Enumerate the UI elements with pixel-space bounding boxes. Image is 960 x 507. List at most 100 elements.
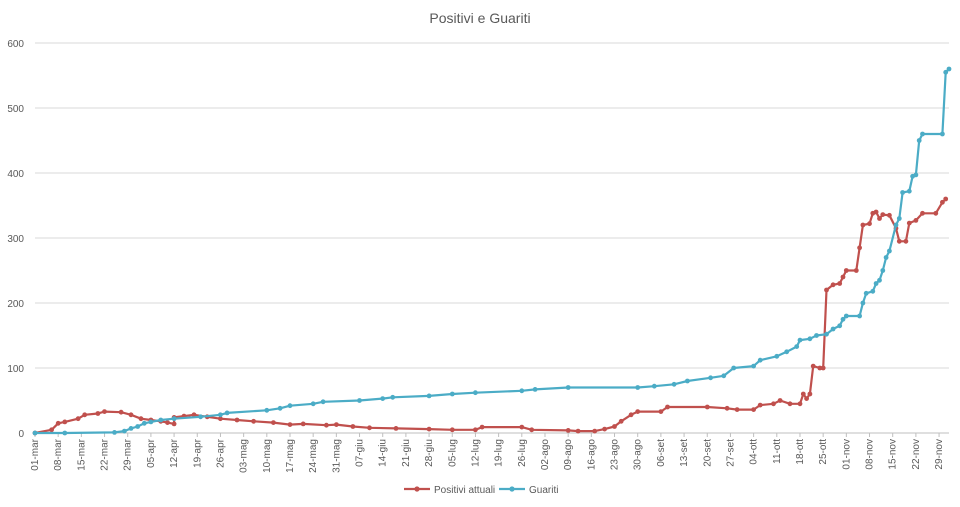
data-point xyxy=(218,412,223,418)
data-point xyxy=(658,409,664,414)
data-point xyxy=(903,238,909,244)
x-tick-label: 15-nov xyxy=(888,439,899,470)
data-point xyxy=(860,222,866,228)
x-tick-label: 16-ago xyxy=(586,439,597,471)
data-point xyxy=(721,373,727,379)
data-point xyxy=(840,274,846,280)
x-tick-label: 09-ago xyxy=(563,439,574,471)
data-point xyxy=(810,363,816,369)
data-point xyxy=(665,404,670,410)
data-point xyxy=(158,417,164,423)
x-tick-label: 12-apr xyxy=(169,438,180,468)
data-point xyxy=(575,428,581,434)
data-point xyxy=(940,131,945,137)
x-tick-label: 29-nov xyxy=(934,439,945,470)
x-tick-label: 03-mag xyxy=(239,439,250,473)
x-tick-label: 14-giu xyxy=(378,439,389,467)
data-point xyxy=(671,381,677,387)
data-point xyxy=(479,424,485,430)
data-point xyxy=(913,218,919,223)
data-point xyxy=(529,427,535,433)
data-point xyxy=(473,390,478,396)
data-point xyxy=(814,333,819,338)
data-point xyxy=(62,419,68,425)
data-point xyxy=(62,430,68,436)
x-tick-label: 22-mar xyxy=(100,438,111,470)
data-point xyxy=(75,416,81,422)
data-point xyxy=(916,138,922,143)
legend-marker xyxy=(509,486,515,492)
data-point xyxy=(602,426,607,432)
data-point xyxy=(906,188,912,194)
data-point xyxy=(251,418,256,424)
data-point xyxy=(135,424,141,429)
x-tick-label: 02-ago xyxy=(540,439,551,471)
data-point xyxy=(138,416,144,422)
data-point xyxy=(797,337,803,343)
data-point xyxy=(893,222,899,228)
data-point xyxy=(277,405,283,411)
x-tick-label: 19-apr xyxy=(192,438,203,468)
data-point xyxy=(913,172,919,178)
data-point xyxy=(635,409,641,414)
x-tick-label: 30-ago xyxy=(633,439,644,471)
data-point xyxy=(787,401,793,407)
data-point xyxy=(940,199,945,205)
data-point xyxy=(390,394,396,400)
data-point xyxy=(880,268,886,273)
data-point xyxy=(148,419,154,425)
x-tick-label: 13-set xyxy=(679,439,690,467)
x-tick-label: 01-mar xyxy=(30,438,41,470)
x-tick-label: 05-apr xyxy=(146,438,157,468)
data-point xyxy=(943,196,949,202)
data-point xyxy=(777,398,783,403)
data-point xyxy=(82,412,88,418)
data-point xyxy=(334,422,339,427)
data-point xyxy=(224,410,230,416)
data-point xyxy=(807,391,813,397)
data-point xyxy=(380,396,386,401)
x-tick-label: 05-lug xyxy=(447,439,458,467)
data-point xyxy=(141,420,147,426)
data-point xyxy=(731,365,737,371)
data-point xyxy=(863,290,869,296)
y-tick-label: 600 xyxy=(7,39,24,50)
data-point xyxy=(685,378,690,384)
data-point xyxy=(198,414,204,420)
y-tick-label: 400 xyxy=(7,169,24,180)
data-point xyxy=(857,313,862,319)
x-tick-label: 10-mag xyxy=(262,439,273,473)
data-point xyxy=(651,383,657,389)
data-point xyxy=(797,401,803,407)
data-point xyxy=(870,288,876,294)
data-point xyxy=(724,405,730,411)
chart-title: Positivi e Guariti xyxy=(429,10,530,26)
data-point xyxy=(565,428,571,433)
data-point xyxy=(867,221,872,227)
data-point xyxy=(920,131,925,137)
data-point xyxy=(234,417,240,423)
data-point xyxy=(887,212,892,218)
x-tick-label: 19-lug xyxy=(494,439,505,467)
data-point xyxy=(350,424,356,429)
x-tick-label: 25-ott xyxy=(818,439,829,465)
data-point xyxy=(943,69,949,75)
data-point xyxy=(751,363,756,369)
data-point xyxy=(310,401,316,407)
data-point xyxy=(287,422,293,427)
data-point xyxy=(519,388,525,394)
data-point xyxy=(873,281,879,286)
data-point xyxy=(804,396,809,401)
data-point xyxy=(946,66,952,72)
x-tick-label: 24-mag xyxy=(308,439,319,473)
data-point xyxy=(102,409,107,414)
data-point xyxy=(473,427,478,433)
data-point xyxy=(824,331,829,337)
data-point xyxy=(287,403,293,409)
data-point xyxy=(49,427,54,433)
data-point xyxy=(817,365,823,371)
data-point xyxy=(843,268,849,273)
x-tick-label: 11-ott xyxy=(772,439,783,464)
data-point xyxy=(592,428,598,434)
